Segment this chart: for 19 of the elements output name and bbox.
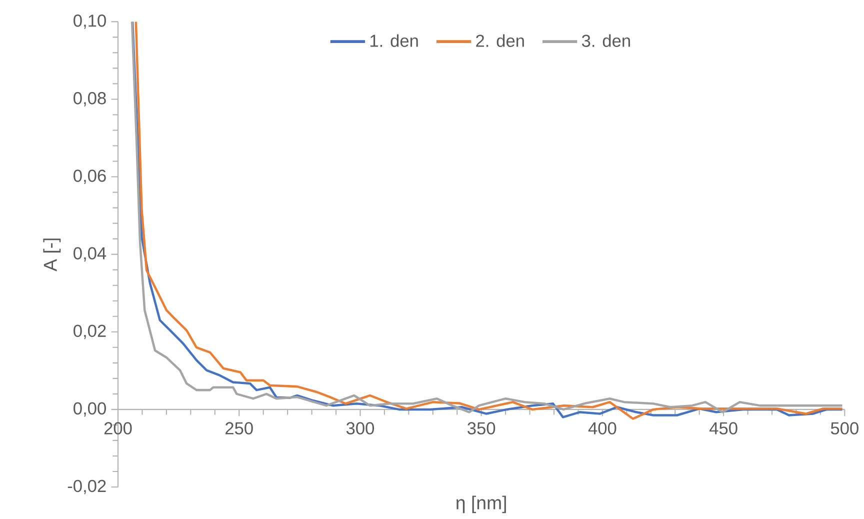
y-tick-label: 0,00: [74, 402, 106, 417]
y-tick-label: -0,02: [68, 480, 106, 494]
x-tick-label: 200: [104, 422, 132, 434]
x-tick-label: 450: [710, 422, 738, 434]
x-tick-label: 250: [226, 422, 253, 434]
x-tick-label: 500: [830, 422, 858, 434]
x-axis-title: η [nm]: [456, 496, 506, 514]
y-tick-label: 0,02: [74, 324, 106, 340]
y-tick-label: 0,06: [74, 170, 106, 184]
y-tick-label: 0,04: [74, 247, 106, 262]
x-tick-label: 300: [346, 422, 374, 434]
x-tick-label: 350: [468, 422, 496, 434]
legend-label: 1. den: [370, 34, 418, 47]
legend-label: 3. den: [582, 34, 630, 47]
legend-label: 2. den: [476, 34, 524, 47]
y-tick-label: 0,10: [74, 14, 106, 29]
x-tick-label: 400: [588, 422, 616, 434]
y-axis-title: A [-]: [43, 238, 61, 272]
y-tick-label: 0,08: [74, 92, 106, 106]
